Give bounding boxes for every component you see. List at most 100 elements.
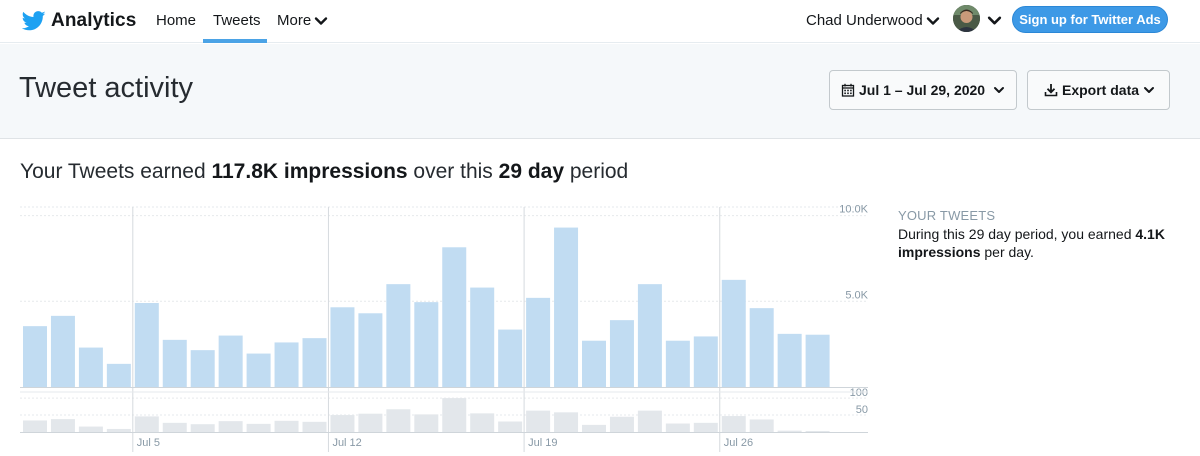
summary-prefix: Your Tweets earned (20, 160, 212, 183)
download-icon (1044, 84, 1058, 97)
engagement-bar (274, 420, 299, 432)
impression-bar (134, 303, 159, 387)
engagement-bar (330, 415, 355, 432)
impression-bar (749, 308, 774, 387)
user-name: Chad Underwood (806, 12, 923, 29)
impression-bar (274, 342, 299, 387)
engagement-bar (302, 421, 327, 432)
impressions-chart: 5.0K 10.0K 50 100 Jul 5 Jul 12 Jul 19 Jul 26 (20, 204, 869, 452)
impression-bar (162, 339, 187, 387)
engagement-bar (665, 423, 690, 432)
impression-bar (386, 284, 411, 387)
impression-bar (218, 335, 243, 387)
y-tick-label: 100 (850, 387, 868, 399)
nav-more-menu[interactable]: More (277, 12, 328, 29)
impression-bar (50, 315, 75, 387)
impression-bar (246, 353, 271, 387)
impression-bar (665, 340, 690, 387)
x-tick-label: Jul 12 (332, 437, 361, 449)
impression-bar (554, 227, 579, 387)
x-tick-label: Jul 26 (724, 437, 753, 449)
engagement-bar (749, 419, 774, 432)
engagement-bar (106, 428, 131, 432)
active-tab-indicator (203, 39, 267, 43)
impression-bar (609, 320, 634, 387)
engagement-bar (162, 422, 187, 432)
engagement-bar (498, 421, 523, 432)
x-tick-label: Jul 19 (528, 437, 557, 449)
engagement-bar (414, 414, 439, 432)
engagement-bar (246, 423, 271, 432)
nav-home-link[interactable]: Home (156, 12, 197, 29)
y-tick-label: 10.0K (839, 204, 868, 216)
your-tweets-text-suffix: per day. (980, 244, 1034, 260)
engagement-bar (134, 416, 159, 432)
twitter-bird-icon (22, 11, 46, 31)
brand-name: Analytics (51, 10, 137, 31)
chevron-down-icon (994, 87, 1005, 93)
engagement-bar (609, 416, 634, 432)
engagement-bar (386, 409, 411, 432)
user-menu[interactable]: Chad Underwood (806, 12, 940, 29)
brand[interactable]: Analytics (22, 9, 136, 33)
impression-bar (302, 338, 327, 387)
engagement-bar (78, 426, 103, 432)
engagement-bar (805, 430, 830, 432)
impressions-summary: Your Tweets earned 117.8K impressions ov… (20, 160, 628, 184)
engagement-bar (582, 424, 606, 432)
top-navigation-bar: Analytics Home Tweets More Chad Underwoo… (0, 0, 1200, 43)
engagement-bar (358, 413, 383, 432)
engagement-bar (23, 420, 47, 432)
engagement-bar (777, 430, 802, 432)
impression-bar (442, 247, 467, 387)
chevron-down-icon (926, 16, 939, 25)
engagement-bar (190, 424, 215, 432)
engagement-bar (526, 410, 551, 432)
avatar[interactable] (953, 5, 980, 32)
engagement-bar (218, 421, 243, 432)
chevron-down-icon (314, 16, 328, 25)
engagement-bar (721, 416, 746, 432)
chevron-down-icon[interactable] (987, 13, 1002, 28)
export-data-label: Export data (1062, 82, 1140, 98)
your-tweets-text-prefix: During this 29 day period, you earned (898, 226, 1136, 242)
page-header: Tweet activity Jul 1 – Jul 29, 2020 Expo… (0, 44, 1200, 139)
summary-days: 29 day (498, 160, 565, 183)
page-title: Tweet activity (19, 72, 194, 104)
x-tick-label: Jul 5 (137, 437, 160, 449)
impression-bar (470, 287, 495, 387)
engagement-bar (693, 422, 718, 432)
impression-bar (805, 334, 830, 387)
impression-bar (498, 329, 523, 387)
your-tweets-description: During this 29 day period, you earned 4.… (898, 225, 1188, 261)
chevron-down-icon (1144, 87, 1155, 93)
impression-bar (414, 302, 439, 387)
nav-more-label: More (277, 12, 312, 29)
impression-bar (637, 284, 662, 387)
your-tweets-title: YOUR TWEETS (898, 208, 996, 223)
impression-bar (582, 340, 606, 387)
your-tweets-panel: YOUR TWEETS During this 29 day period, y… (898, 208, 1188, 261)
y-tick-label: 50 (856, 404, 868, 416)
calendar-icon (841, 83, 855, 97)
nav-tweets-link[interactable]: Tweets (213, 12, 261, 29)
impression-bar (330, 307, 355, 387)
date-range-button[interactable]: Jul 1 – Jul 29, 2020 (829, 70, 1017, 110)
impression-bar (358, 313, 383, 387)
impression-bar (777, 333, 802, 387)
impression-bar (721, 279, 746, 387)
y-tick-label: 5.0K (845, 289, 868, 301)
engagement-bar (442, 398, 467, 432)
impression-bar (78, 347, 103, 387)
summary-suffix: period (564, 160, 629, 183)
date-range-label: Jul 1 – Jul 29, 2020 (859, 82, 986, 98)
engagement-bar (554, 412, 579, 432)
avatar-image (953, 5, 980, 32)
engagement-bar (637, 410, 662, 432)
summary-impressions: 117.8K impressions (211, 160, 408, 183)
sign-up-twitter-ads-button[interactable]: Sign up for Twitter Ads (1012, 6, 1168, 33)
impression-bar (526, 297, 551, 387)
engagement-bar (470, 413, 495, 432)
impression-bar (190, 350, 215, 387)
export-data-button[interactable]: Export data (1027, 70, 1170, 110)
